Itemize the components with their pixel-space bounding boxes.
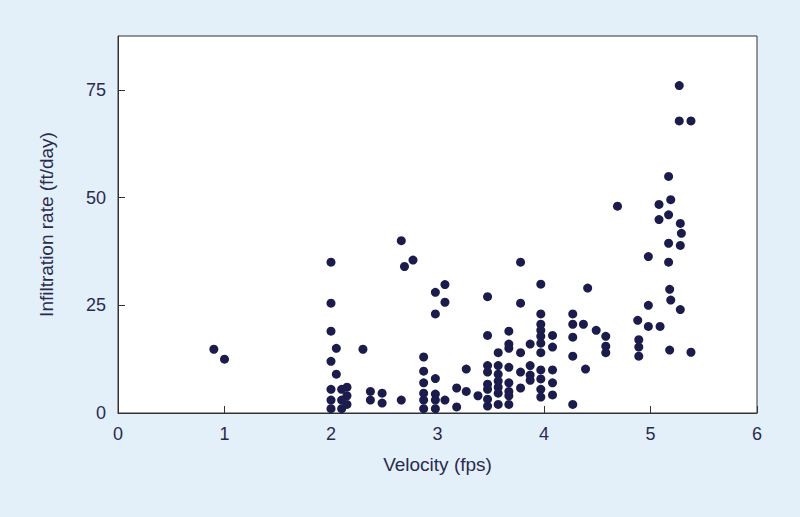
svg-text:75: 75 (86, 80, 106, 100)
svg-text:3: 3 (432, 424, 442, 444)
svg-text:2: 2 (326, 424, 336, 444)
svg-text:25: 25 (86, 295, 106, 315)
svg-text:50: 50 (86, 188, 106, 208)
svg-text:1: 1 (219, 424, 229, 444)
svg-text:6: 6 (752, 424, 762, 444)
svg-text:Infiltration rate (ft/day): Infiltration rate (ft/day) (36, 132, 57, 317)
svg-text:5: 5 (645, 424, 655, 444)
svg-text:Velocity (fps): Velocity (fps) (383, 454, 492, 475)
svg-text:0: 0 (113, 424, 123, 444)
svg-text:0: 0 (96, 403, 106, 423)
svg-text:4: 4 (539, 424, 549, 444)
